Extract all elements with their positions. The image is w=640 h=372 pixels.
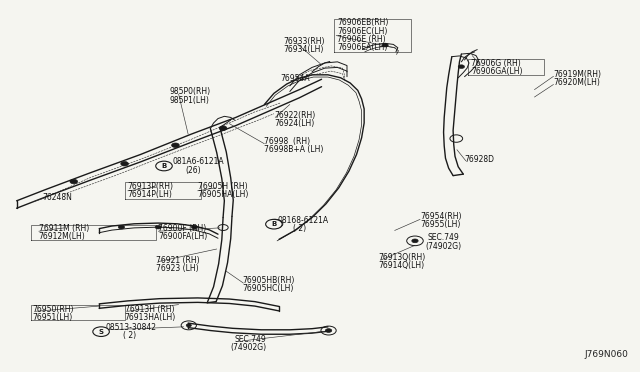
Text: 76954(RH): 76954(RH) (420, 212, 461, 221)
Text: (74902G): (74902G) (425, 241, 461, 250)
Circle shape (325, 329, 332, 333)
Text: 76923 (LH): 76923 (LH) (156, 264, 199, 273)
Text: 76906G (RH): 76906G (RH) (471, 59, 521, 68)
Text: 76919M(RH): 76919M(RH) (554, 70, 602, 79)
Text: B: B (271, 221, 276, 227)
Circle shape (273, 222, 278, 225)
Text: B: B (161, 163, 166, 169)
Circle shape (93, 327, 109, 336)
Text: 76950(RH): 76950(RH) (33, 305, 74, 314)
Text: 76922(RH): 76922(RH) (274, 111, 315, 120)
Text: 76900FA(LH): 76900FA(LH) (158, 232, 207, 241)
Text: 76905H (RH): 76905H (RH) (198, 182, 247, 191)
Circle shape (172, 143, 179, 147)
Circle shape (412, 239, 418, 243)
Text: 76906E (RH): 76906E (RH) (337, 35, 386, 44)
Circle shape (382, 43, 388, 47)
Text: 08168-6121A: 08168-6121A (277, 216, 328, 225)
Text: 76924(LH): 76924(LH) (274, 119, 314, 128)
Text: 76933(RH): 76933(RH) (284, 37, 325, 46)
Circle shape (121, 161, 129, 166)
Text: 76934(LH): 76934(LH) (284, 45, 324, 54)
Text: SEC.749: SEC.749 (234, 334, 266, 344)
Circle shape (155, 225, 161, 229)
Text: 76905HB(RH): 76905HB(RH) (242, 276, 294, 285)
Text: 76998  (RH): 76998 (RH) (264, 137, 310, 146)
Text: 985P0(RH): 985P0(RH) (169, 87, 210, 96)
Circle shape (156, 161, 172, 171)
Text: 76914Q(LH): 76914Q(LH) (379, 261, 425, 270)
Circle shape (220, 126, 227, 131)
Text: (74902G): (74902G) (230, 343, 267, 352)
Text: 76928D: 76928D (465, 155, 495, 164)
Text: 76900F (RH): 76900F (RH) (158, 224, 207, 233)
Text: 08513-30842: 08513-30842 (106, 323, 157, 332)
Text: 985P1(LH): 985P1(LH) (169, 96, 209, 105)
Text: 76906EB(RH): 76906EB(RH) (337, 19, 389, 28)
Text: 76914P(LH): 76914P(LH) (128, 190, 173, 199)
Circle shape (70, 179, 77, 184)
Text: S: S (99, 328, 104, 335)
Circle shape (118, 225, 125, 229)
Circle shape (458, 65, 465, 68)
Text: 76920M(LH): 76920M(LH) (554, 78, 600, 87)
Text: 76913Q(RH): 76913Q(RH) (379, 253, 426, 262)
Circle shape (186, 324, 191, 327)
Text: 76911M (RH): 76911M (RH) (39, 224, 89, 233)
Text: SEC.749: SEC.749 (428, 233, 460, 243)
Text: 76955(LH): 76955(LH) (420, 220, 460, 229)
Text: 76905HC(LH): 76905HC(LH) (242, 284, 294, 293)
Text: (26): (26) (185, 166, 200, 174)
Text: 76913P(RH): 76913P(RH) (128, 182, 174, 191)
Text: 76951(LH): 76951(LH) (33, 313, 73, 322)
Text: 76913H (RH): 76913H (RH) (125, 305, 174, 314)
Text: ( 2): ( 2) (123, 331, 136, 340)
Text: 76905HA(LH): 76905HA(LH) (198, 190, 249, 199)
Text: 76248N: 76248N (42, 193, 72, 202)
Text: 081A6-6121A: 081A6-6121A (172, 157, 224, 166)
Text: 76921 (RH): 76921 (RH) (156, 256, 200, 264)
Text: 76906EA(LH): 76906EA(LH) (337, 43, 388, 52)
Text: 76906EC(LH): 76906EC(LH) (337, 26, 388, 36)
Text: 76954A: 76954A (280, 74, 310, 83)
Text: J769N060: J769N060 (584, 350, 628, 359)
Text: ( 2): ( 2) (293, 224, 306, 233)
Text: 76998B+A (LH): 76998B+A (LH) (264, 145, 324, 154)
Text: 76912M(LH): 76912M(LH) (39, 232, 86, 241)
Circle shape (191, 225, 198, 229)
Text: 76906GA(LH): 76906GA(LH) (471, 67, 522, 76)
Text: 76913HA(LH): 76913HA(LH) (125, 313, 176, 322)
Circle shape (266, 219, 282, 229)
